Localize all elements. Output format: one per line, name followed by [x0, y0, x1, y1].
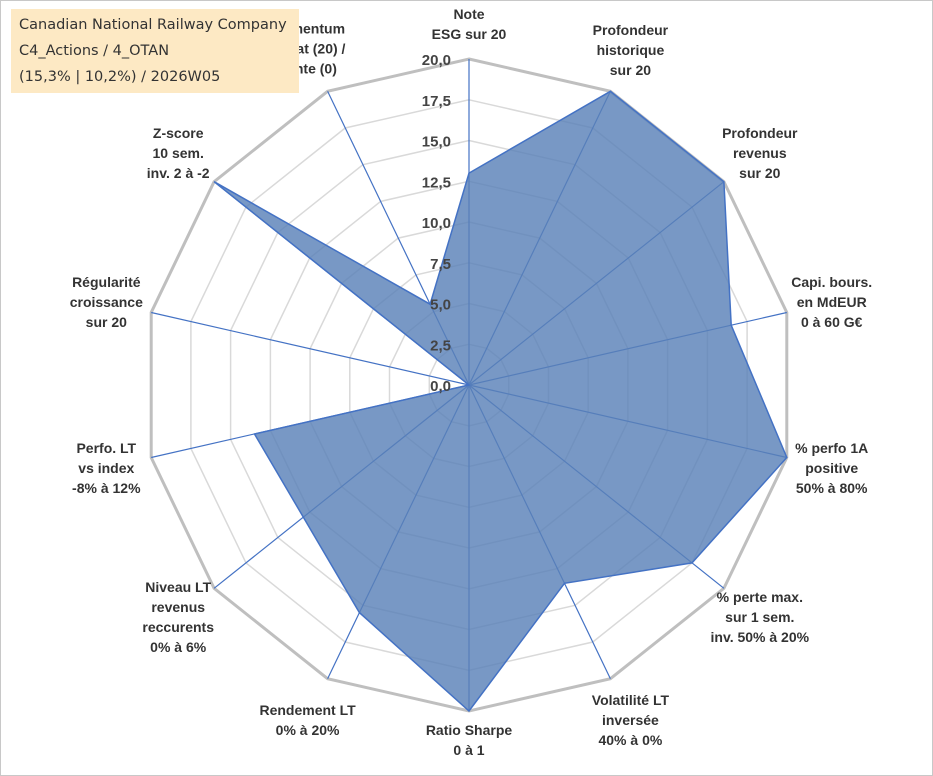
axis-label: Profondeur historique sur 20: [593, 22, 669, 78]
axis-label-line: 0 à 1: [453, 742, 484, 758]
series-area: [213, 90, 788, 713]
axis-label-line: Volatilité LT: [592, 692, 670, 708]
series-layer: [213, 90, 788, 713]
axis-label-line: positive: [805, 460, 858, 476]
radial-tick-label: 20,0: [422, 52, 451, 69]
axis-label-line: 0% à 6%: [150, 639, 207, 655]
portfolio-code: C4_Actions / 4_OTAN: [19, 43, 170, 59]
axis-label: Note ESG sur 20: [432, 6, 507, 42]
axis-label-line: revenus: [151, 599, 205, 615]
company-name: Canadian National Railway Company: [19, 17, 287, 33]
radial-tick-label: 10,0: [422, 215, 451, 232]
axis-label-line: Niveau LT: [145, 579, 211, 595]
axis-label-line: vs index: [78, 460, 134, 476]
tick-layer: 0,0 2,5 5,0 7,5 10,0 12,5 15,0 17,5 20,0: [422, 52, 451, 395]
axis-label-line: inv. 2 à -2: [147, 165, 210, 181]
axis-label-line: 0 à 60 G€: [801, 314, 863, 330]
axis-label: Z-score 10 sem. inv. 2 à -2: [147, 125, 210, 181]
axis-label: Ratio Sharpe 0 à 1: [426, 722, 513, 758]
axis-label-line: % perte max.: [717, 589, 803, 605]
axis-label-line: reccurents: [142, 619, 214, 635]
radial-tick-label: 5,0: [430, 297, 451, 314]
score-summary: (15,3% | 10,2%) / 2026W05: [19, 69, 221, 85]
axis-label-line: inversée: [602, 712, 659, 728]
axis-label-line: revenus: [733, 145, 787, 161]
axis-label-line: 50% à 80%: [796, 480, 868, 496]
axis-label-line: Capi. bours.: [791, 274, 872, 290]
axis-label-line: Profondeur: [722, 125, 798, 141]
axis-label-line: Régularité: [72, 274, 141, 290]
axis-label-line: sur 1 sem.: [725, 609, 794, 625]
axis-label: % perte max. sur 1 sem. inv. 50% à 20%: [711, 589, 810, 645]
axis-label-line: 10 sem.: [153, 145, 204, 161]
axis-label: Perfo. LT vs index -8% à 12%: [72, 440, 141, 496]
radial-tick-label: 17,5: [422, 93, 451, 110]
axis-label-line: sur 20: [610, 62, 651, 78]
radial-tick-label: 12,5: [422, 174, 451, 191]
radial-tick-label: 2,5: [430, 337, 451, 354]
axis-label-line: Rendement LT: [259, 702, 356, 718]
axis-label-line: % perfo 1A: [795, 440, 868, 456]
axis-label-line: 0% à 20%: [276, 722, 340, 738]
axis-label-line: Ratio Sharpe: [426, 722, 513, 738]
axis-label-line: Note: [453, 6, 484, 22]
radial-tick-label: 15,0: [422, 134, 451, 151]
axis-label: Capi. bours. en MdEUR 0 à 60 G€: [791, 274, 872, 330]
axis-spoke: [151, 311, 470, 386]
axis-label-line: 40% à 0%: [598, 732, 662, 748]
axis-label: Niveau LT revenus reccurents 0% à 6%: [142, 579, 214, 655]
axis-label-line: sur 20: [86, 314, 127, 330]
axis-label-line: -8% à 12%: [72, 480, 141, 496]
axis-label-line: sur 20: [739, 165, 780, 181]
axis-label: % perfo 1A positive 50% à 80%: [795, 440, 868, 496]
axis-label: Volatilité LT inversée 40% à 0%: [592, 692, 670, 748]
axis-label-line: Perfo. LT: [76, 440, 136, 456]
axis-label-line: en MdEUR: [797, 294, 867, 310]
chart-title-box: Canadian National Railway Company C4_Act…: [11, 9, 299, 93]
axis-label: Profondeur revenus sur 20: [722, 125, 798, 181]
axis-label-line: Z-score: [153, 125, 204, 141]
axis-label-line: ESG sur 20: [432, 26, 507, 42]
radial-tick-label: 0,0: [430, 378, 451, 395]
axis-label-line: inv. 50% à 20%: [711, 629, 810, 645]
axis-label: Rendement LT 0% à 20%: [259, 702, 356, 738]
axis-label-line: croissance: [70, 294, 143, 310]
radial-tick-label: 7,5: [430, 256, 451, 273]
axis-label: Régularité croissance sur 20: [70, 274, 143, 330]
axis-label-line: historique: [597, 42, 665, 58]
axis-label-line: Profondeur: [593, 22, 669, 38]
